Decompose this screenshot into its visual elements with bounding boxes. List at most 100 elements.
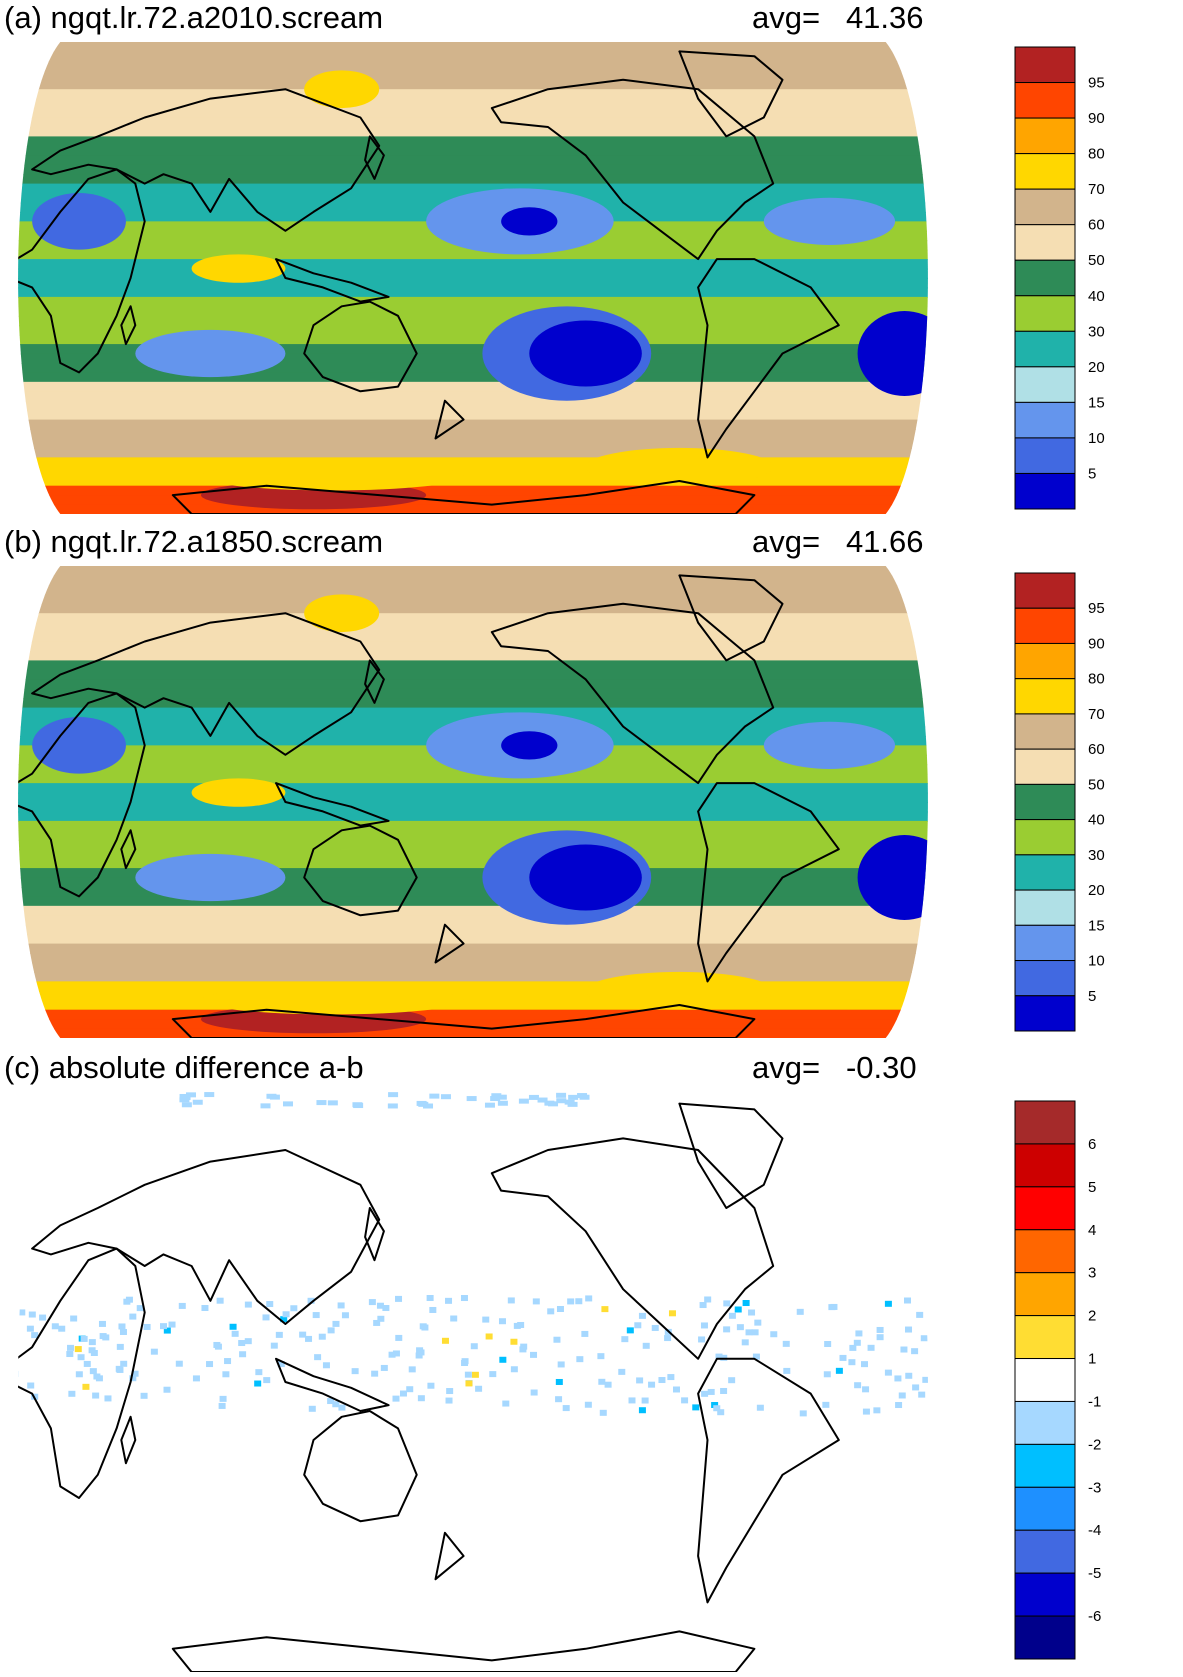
difference-cell [668,1310,676,1317]
difference-cell [904,1297,912,1304]
difference-cell [867,1344,875,1351]
difference-cell [314,1354,322,1361]
difference-cell [475,1385,483,1392]
difference-cell [920,1335,928,1342]
difference-cell [118,1323,126,1330]
high-value-region [304,70,380,109]
colorbar-tick-label: 80 [1088,671,1105,688]
field-band [18,962,928,973]
difference-cell [464,1371,472,1378]
colorbar-tick-label: 20 [1088,882,1105,899]
coastline [364,1207,385,1262]
difference-cell [275,1331,283,1338]
field-band [18,905,928,917]
difference-cell [131,1370,139,1377]
panel-b-colorbar: 95 90 80 70 60 50 40 30 20 15 10 5 [1014,572,1105,1032]
colorbar-tick-label: 30 [1088,847,1105,864]
difference-cell [332,1320,340,1327]
difference-cell [322,1362,330,1369]
difference-cell [224,1358,232,1365]
colorbar-tick-label: -4 [1088,1522,1101,1539]
field-band [18,811,928,822]
difference-cell [576,1356,584,1363]
difference-cell [905,1372,913,1379]
difference-cell [51,1323,59,1330]
difference-cell [849,1344,857,1351]
difference-cell [830,1303,838,1310]
field-band [18,981,928,992]
colorbar-tick-label: 80 [1088,146,1105,163]
difference-cell [373,1319,381,1326]
difference-cell [502,1400,510,1407]
panel-c-title: (c) absolute difference a-b [4,1050,364,1085]
difference-cell [642,1342,650,1349]
difference-cell [67,1344,75,1351]
field-band [18,268,928,279]
coastline [364,659,385,704]
field-layer [18,1092,928,1672]
difference-cell [895,1402,903,1409]
difference-cell [597,1353,605,1360]
panel-b-avg-value: 41.66 [845,524,924,559]
field-band [18,51,928,62]
difference-cell [734,1306,742,1313]
coastline [18,1247,146,1499]
difference-cell [528,1094,539,1100]
field-band [18,372,928,383]
low-value-region [529,844,642,911]
difference-cell [507,1297,515,1304]
difference-cell [58,1325,66,1332]
difference-cell [741,1339,749,1346]
field-band [18,575,928,586]
difference-cell [922,1376,928,1383]
difference-cell [513,1322,521,1329]
difference-cell [497,1100,508,1106]
field-band [18,391,928,402]
difference-cell [835,1367,843,1374]
coastline [434,399,465,440]
field-band [18,174,928,185]
field-band [18,849,928,860]
colorbar-tick-label: 90 [1088,110,1105,127]
difference-cell [427,1382,435,1389]
difference-cell [553,1336,561,1343]
panel-c-map [18,1092,928,1672]
difference-cell [555,1396,563,1403]
colorbar-tick-label: 5 [1088,988,1096,1005]
difference-cell [530,1351,538,1358]
field-band [18,334,928,346]
difference-cell [862,1408,870,1415]
colorbar-swatch [1014,188,1076,226]
difference-cell [489,1371,497,1378]
field-band [18,400,928,412]
difference-cell [799,1410,807,1417]
difference-cell [626,1327,634,1334]
field-band [18,344,928,355]
difference-cell [698,1336,706,1343]
colorbar-swatch [1014,748,1076,785]
field-band [18,429,928,440]
difference-cell [98,1320,106,1327]
colorbar-swatch [1014,437,1076,474]
field-band [18,688,928,700]
field-band [18,164,928,176]
coastline [678,1102,784,1209]
difference-cell [770,1331,778,1338]
difference-cell [598,1378,606,1385]
colorbar-swatch [1014,1100,1076,1145]
difference-cell [876,1334,884,1341]
colorbar-swatch [1014,366,1076,403]
difference-cell [201,1304,209,1311]
field-layer [18,42,928,514]
difference-cell [638,1312,646,1319]
field-band [18,622,928,634]
field-band [18,438,928,449]
high-value-region [585,447,774,486]
difference-cell [441,1337,449,1344]
difference-cell [75,1371,83,1378]
difference-cell [916,1311,924,1318]
field-band [18,792,928,803]
difference-cell [218,1402,226,1409]
coastline [678,574,784,662]
difference-cell [163,1386,171,1393]
